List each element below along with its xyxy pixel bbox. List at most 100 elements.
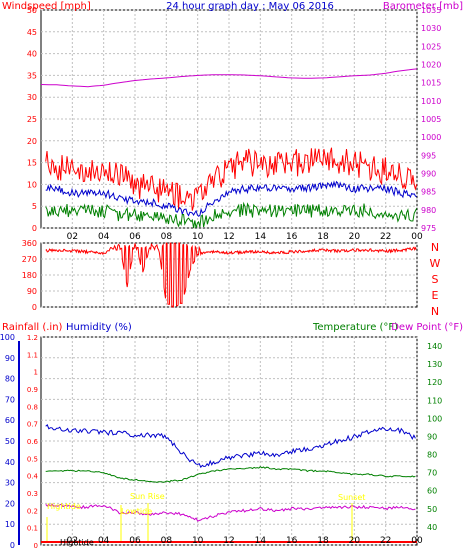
barometer-line	[40, 68, 418, 88]
humidity-line	[45, 424, 416, 469]
windspeed-tick-label: 0	[32, 224, 37, 233]
x-tick-label: 06	[129, 536, 141, 546]
barometer-tick-label: 980	[421, 206, 436, 215]
wind-baro-axes: 02 04 06 08 10 12 14 16 18 20 22 000510152025303540…	[27, 6, 442, 242]
temperature-tick-label: 100	[427, 414, 442, 423]
temperature-tick-label: 70	[427, 469, 437, 478]
wind-direction-series	[45, 242, 417, 309]
humidity-tick-label: 100	[0, 333, 15, 342]
humidity-tick-label: 0	[10, 541, 15, 550]
x-tick-label: 08	[161, 232, 173, 242]
humidity-tick-label: 30	[5, 479, 15, 488]
compass-label: S	[432, 273, 439, 286]
annotation-sunrise: Sun Rise	[130, 492, 165, 501]
rainfall-tick-label: 0.1	[27, 525, 38, 533]
gust-line	[45, 201, 418, 229]
windspeed-tick-label: 20	[27, 137, 37, 146]
rainfall-tick-label: 0	[34, 542, 38, 550]
humidity-tick-label: 70	[5, 395, 15, 404]
x-tick-label: 14	[255, 536, 267, 546]
barometer-tick-label: 985	[421, 188, 436, 197]
humidity-tick-label: 90	[5, 354, 15, 363]
x-tick-label: 04	[98, 536, 110, 546]
barometer-tick-label: 1020	[421, 61, 441, 70]
x-tick-label: 20	[349, 536, 361, 546]
temp-humidity-grid	[41, 336, 418, 546]
windspeed-tick-label: 35	[27, 71, 37, 80]
annotation-hightide-2: Hightide	[60, 538, 94, 547]
x-tick-label: 16	[286, 536, 298, 546]
rainfall-tick-label: 0.7	[27, 421, 38, 429]
temperature-tick-label: 140	[427, 342, 442, 351]
average-line	[45, 180, 417, 217]
rainfall-tick-label: 0.9	[27, 386, 38, 394]
direction-tick-label: 90	[27, 287, 37, 296]
x-tick-label: 08	[161, 536, 173, 546]
temperature-tick-label: 80	[427, 451, 437, 460]
rainfall-tick-label: 0.2	[27, 507, 38, 515]
x-tick-label: 10	[192, 536, 204, 546]
x-tick-label: 12	[223, 232, 234, 242]
x-tick-label: 18	[317, 536, 329, 546]
temperature-tick-label: 120	[427, 378, 442, 387]
humidity-tick-label: 80	[5, 375, 15, 384]
barometer-tick-label: 1000	[421, 133, 441, 142]
windspeed-tick-label: 5	[32, 202, 37, 211]
temp-humidity-series	[41, 424, 417, 543]
compass-label: N	[431, 305, 439, 318]
windspeed-line	[45, 147, 418, 211]
x-tick-label: 02	[67, 536, 78, 546]
rainfall-axis-label: Rainfall (.in)	[2, 322, 63, 333]
direction-tick-label: 180	[22, 271, 37, 280]
x-tick-label: 04	[98, 232, 110, 242]
barometer-tick-label: 995	[421, 151, 436, 160]
windspeed-tick-label: 40	[27, 50, 37, 59]
barometer-tick-label: 975	[421, 224, 436, 233]
x-tick-label: 00	[411, 536, 423, 546]
direction-tick-label: 0	[32, 303, 37, 312]
wind-direction-grid	[41, 242, 418, 308]
temperature-tick-label: 50	[427, 505, 437, 514]
windspeed-tick-label: 10	[27, 180, 37, 189]
temperature-tick-label: 90	[427, 432, 437, 441]
annotation-lowtide: Lowtide	[121, 507, 152, 516]
x-tick-label: 16	[286, 232, 298, 242]
barometer-tick-label: 1015	[421, 79, 441, 88]
rainfall-tick-label: 0.4	[27, 473, 39, 481]
x-tick-label: 22	[380, 536, 391, 546]
compass-label: W	[430, 257, 441, 270]
windspeed-tick-label: 25	[27, 115, 37, 124]
rainfall-tick-label: 0.3	[27, 490, 38, 498]
barometer-tick-label: 1030	[421, 24, 441, 33]
compass-label: E	[432, 289, 439, 302]
temperature-tick-label: 60	[427, 487, 437, 496]
x-tick-label: 06	[129, 232, 141, 242]
x-tick-label: 14	[255, 232, 267, 242]
barometer-tick-label: 990	[421, 170, 436, 179]
windspeed-tick-label: 15	[27, 159, 37, 168]
barometer-tick-label: 1010	[421, 97, 441, 106]
x-tick-label: 22	[380, 232, 391, 242]
x-tick-label: 02	[67, 232, 78, 242]
dewpoint-axis-label: Dew Point (°F)	[391, 322, 463, 333]
x-tick-label: 10	[192, 232, 204, 242]
temperature-tick-label: 40	[427, 523, 437, 532]
annotation-sunset: Sunset	[338, 493, 365, 502]
windspeed-tick-label: 50	[27, 6, 37, 15]
barometer-axis-label: Barometer [mb]	[383, 1, 463, 12]
humidity-axis-label: Humidity (%)	[66, 322, 132, 333]
humidity-tick-label: 10	[5, 520, 15, 529]
barometer-tick-label: 1025	[421, 42, 441, 51]
windspeed-tick-label: 45	[27, 28, 37, 37]
windspeed-tick-label: 30	[27, 93, 37, 102]
rainfall-tick-label: 0.6	[27, 438, 39, 446]
barometer-tick-label: 1035	[421, 6, 441, 15]
x-tick-label: 00	[411, 232, 423, 242]
x-tick-label: 12	[223, 536, 234, 546]
graph-title: 24 hour graph day : May 06 2016	[166, 1, 334, 12]
x-tick-label: 18	[317, 232, 329, 242]
temp-humidity-axes: 02 04 06 08 10 12 14 16 18 20 22 000102030405060708…	[0, 333, 442, 550]
humidity-tick-label: 60	[5, 416, 15, 425]
temperature-tick-label: 130	[427, 360, 442, 369]
